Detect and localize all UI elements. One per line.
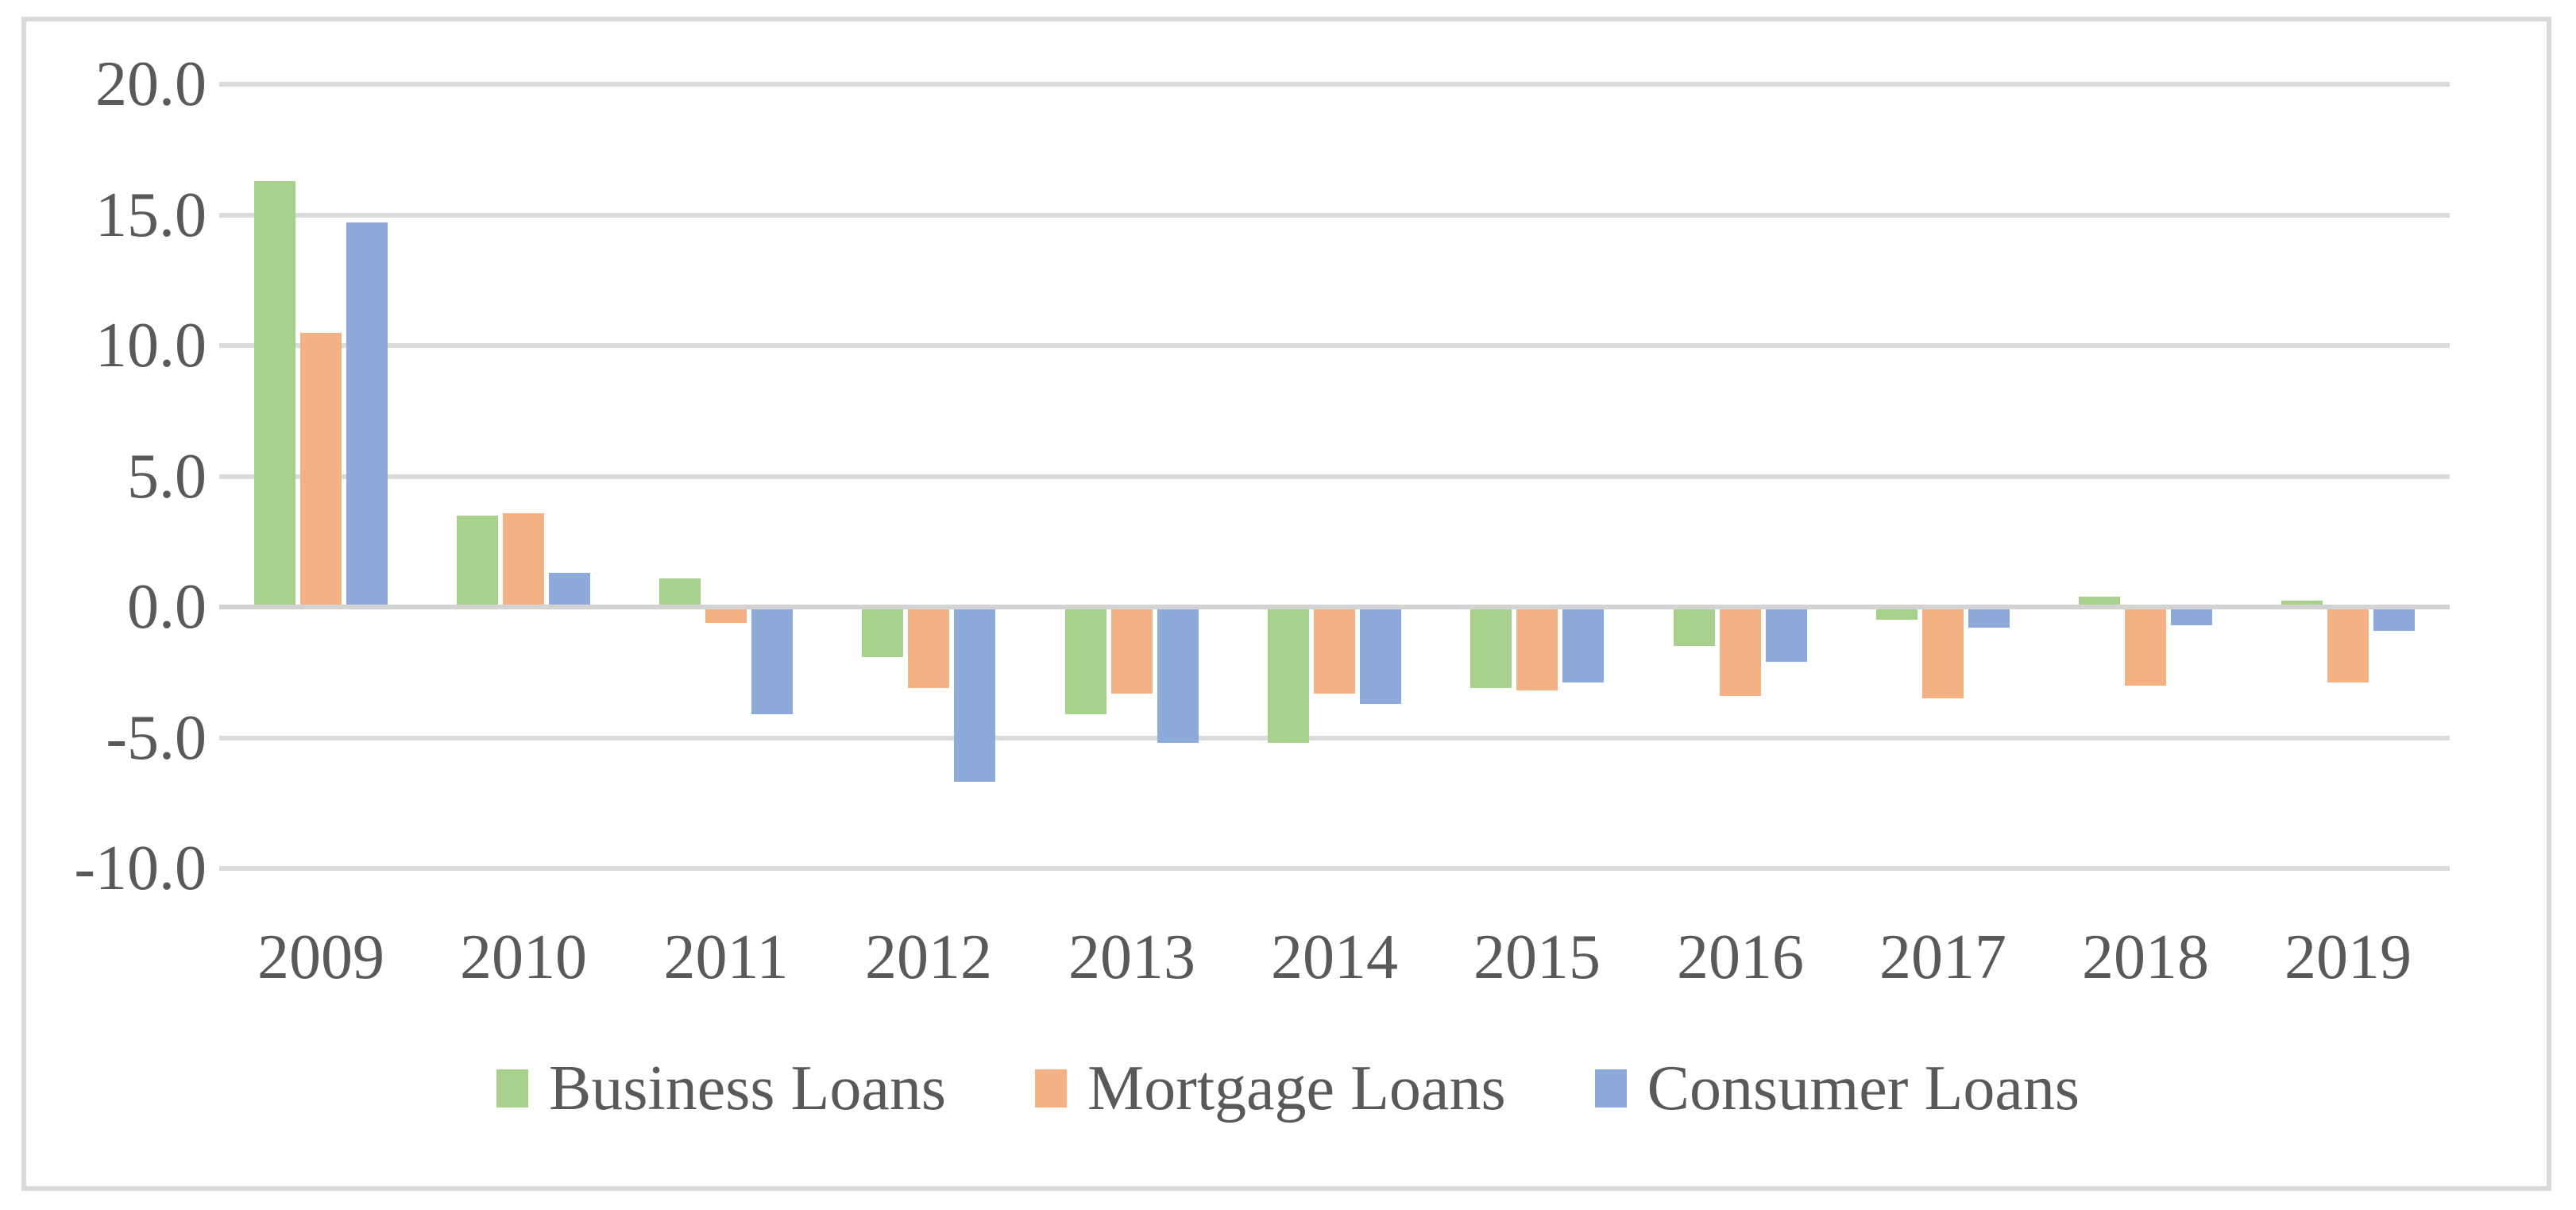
- bar-business-loans-2014: [1268, 607, 1309, 743]
- x-axis-label-2018: 2018: [2082, 922, 2209, 992]
- gridline--10: [219, 866, 2450, 871]
- chart-border: [21, 17, 2551, 1191]
- x-axis-label-2013: 2013: [1068, 922, 1195, 992]
- bar-mortgage-loans-2010: [503, 513, 544, 607]
- y-tick-label: 0.0: [127, 572, 207, 642]
- legend-swatch-mortgage-loans: [1035, 1069, 1068, 1108]
- y-tick-label: -10.0: [74, 833, 207, 903]
- bar-business-loans-2016: [1674, 607, 1715, 646]
- gridline--5: [219, 736, 2450, 740]
- bar-business-loans-2017: [1876, 607, 1918, 620]
- y-tick-label: 20.0: [95, 49, 207, 119]
- bar-consumer-loans-2010: [549, 573, 590, 607]
- legend: Business Loans Mortgage Loans Consumer Loa…: [0, 1047, 2576, 1130]
- bar-consumer-loans-2014: [1360, 607, 1401, 704]
- bar-mortgage-loans-2018: [2125, 607, 2166, 686]
- bar-consumer-loans-2019: [2373, 607, 2415, 631]
- gridline-20: [219, 82, 2450, 87]
- x-axis-label-2011: 2011: [663, 922, 789, 992]
- bar-business-loans-2011: [659, 578, 701, 607]
- bar-consumer-loans-2017: [1968, 607, 2010, 628]
- bar-business-loans-2019: [2281, 601, 2323, 607]
- x-axis-label-2019: 2019: [2284, 922, 2412, 992]
- bar-business-loans-2010: [457, 516, 498, 607]
- bar-consumer-loans-2012: [954, 607, 995, 782]
- bar-consumer-loans-2016: [1766, 607, 1807, 662]
- x-axis-label-2015: 2015: [1473, 922, 1601, 992]
- gridline-10: [219, 343, 2450, 348]
- legend-label: Mortgage Loans: [1087, 1053, 1506, 1123]
- x-axis-label-2010: 2010: [460, 922, 587, 992]
- bar-consumer-loans-2015: [1562, 607, 1604, 682]
- bar-mortgage-loans-2019: [2327, 607, 2369, 682]
- gridline-5: [219, 474, 2450, 479]
- legend-swatch-business-loans: [496, 1069, 529, 1108]
- bar-consumer-loans-2009: [346, 222, 388, 607]
- gridline-15: [219, 213, 2450, 218]
- bar-business-loans-2009: [254, 181, 295, 607]
- x-axis-label-2016: 2016: [1677, 922, 1804, 992]
- bar-business-loans-2018: [2079, 597, 2120, 607]
- x-axis-label-2009: 2009: [257, 922, 384, 992]
- y-tick-label: 5.0: [127, 442, 207, 512]
- y-tick-label: 10.0: [95, 311, 207, 381]
- bar-mortgage-loans-2017: [1922, 607, 1964, 698]
- legend-item-mortgage-loans: Mortgage Loans: [1035, 1055, 1506, 1122]
- legend-label: Consumer Loans: [1647, 1053, 2080, 1123]
- bar-mortgage-loans-2011: [705, 607, 747, 623]
- bar-mortgage-loans-2014: [1314, 607, 1355, 694]
- x-axis-label-2014: 2014: [1271, 922, 1398, 992]
- y-tick-label: -5.0: [106, 703, 207, 773]
- bar-business-loans-2015: [1470, 607, 1512, 688]
- bar-business-loans-2012: [862, 607, 903, 657]
- bar-mortgage-loans-2012: [908, 607, 949, 688]
- bar-consumer-loans-2013: [1157, 607, 1199, 743]
- bar-mortgage-loans-2015: [1516, 607, 1558, 690]
- zero-axis-line: [219, 605, 2450, 609]
- y-tick-label: 15.0: [95, 180, 207, 250]
- bar-mortgage-loans-2013: [1111, 607, 1153, 694]
- bar-consumer-loans-2018: [2171, 607, 2212, 625]
- legend-swatch-consumer-loans: [1594, 1069, 1627, 1108]
- x-axis-label-2012: 2012: [865, 922, 992, 992]
- legend-item-consumer-loans: Consumer Loans: [1594, 1053, 2080, 1123]
- bar-mortgage-loans-2009: [300, 333, 342, 607]
- legend-label: Business Loans: [549, 1053, 947, 1123]
- bar-consumer-loans-2011: [751, 607, 793, 714]
- bar-mortgage-loans-2016: [1720, 607, 1761, 696]
- legend-item-business-loans: Business Loans: [496, 1055, 946, 1122]
- bar-business-loans-2013: [1065, 607, 1106, 714]
- x-axis-label-2017: 2017: [1879, 922, 2006, 992]
